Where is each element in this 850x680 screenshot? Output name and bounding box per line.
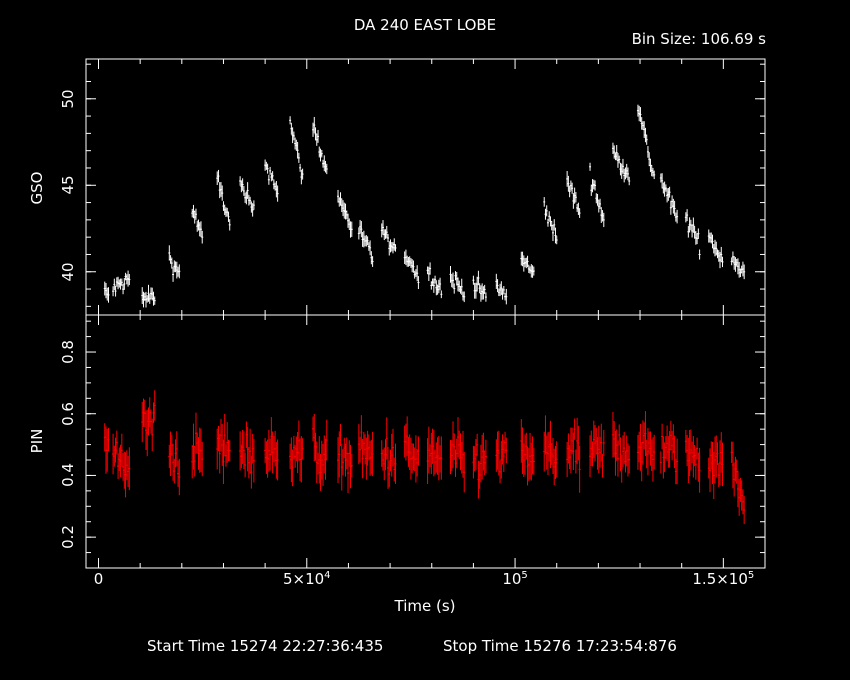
x-tick-label: 105 <box>502 570 528 588</box>
gso-panel <box>103 104 746 308</box>
x-tick-label: 5×104 <box>282 570 331 588</box>
gso-y-tick-label: 50 <box>59 89 77 109</box>
bin-size-label: Bin Size: 106.69 s <box>631 30 766 48</box>
gso-y-axis-label: GSO <box>28 171 46 205</box>
pin-panel <box>103 390 746 525</box>
pin-y-axis-label: PIN <box>28 428 46 454</box>
pin-y-tick-label: 0.6 <box>59 401 77 426</box>
gso-y-tick-label: 45 <box>59 175 77 195</box>
x-tick-label: 0 <box>93 570 104 588</box>
plot-frame <box>85 58 766 569</box>
pin-axes-box <box>85 314 766 569</box>
pin-y-tick-label: 0.2 <box>59 525 77 550</box>
chart-title: DA 240 EAST LOBE <box>353 16 497 34</box>
gso-y-tick-label: 40 <box>59 262 77 282</box>
x-axis-label: Time (s) <box>394 597 456 615</box>
stop-time-label: Stop Time 15276 17:23:54:876 <box>443 637 677 655</box>
pin-y-tick-label: 0.4 <box>59 463 77 488</box>
x-tick-label: 1.5×105 <box>692 570 755 588</box>
pin-y-tick-label: 0.8 <box>59 340 77 364</box>
start-time-label: Start Time 15274 22:27:36:435 <box>147 637 384 655</box>
